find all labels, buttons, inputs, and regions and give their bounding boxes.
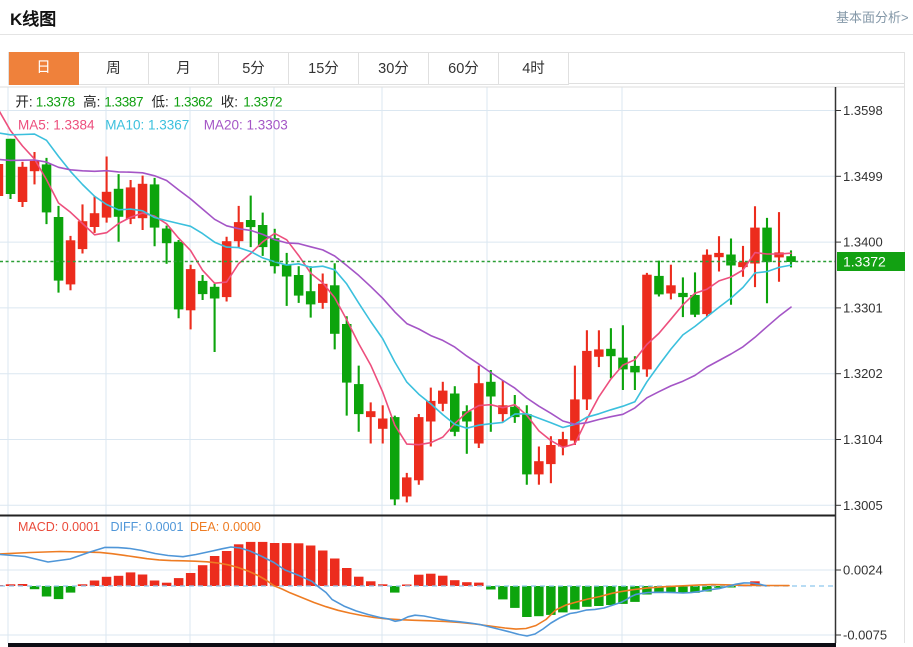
svg-text:1.3378: 1.3378 bbox=[36, 95, 75, 110]
svg-text:开:: 开: bbox=[15, 95, 32, 110]
svg-text:1.3301: 1.3301 bbox=[843, 300, 883, 315]
svg-text:MACD: 0.0001: MACD: 0.0001 bbox=[18, 520, 100, 534]
svg-text:MA5: 1.3384: MA5: 1.3384 bbox=[18, 118, 95, 133]
svg-text:低:: 低: bbox=[152, 95, 169, 110]
svg-text:1.3202: 1.3202 bbox=[843, 366, 883, 381]
svg-text:DIFF: 0.0001: DIFF: 0.0001 bbox=[111, 520, 184, 534]
svg-text:0.0024: 0.0024 bbox=[843, 563, 883, 578]
svg-text:收:: 收: bbox=[221, 95, 238, 110]
svg-text:高:: 高: bbox=[83, 94, 100, 110]
svg-text:1.3499: 1.3499 bbox=[843, 169, 883, 184]
svg-text:1.3104: 1.3104 bbox=[843, 432, 883, 447]
svg-text:1.3372: 1.3372 bbox=[843, 254, 886, 270]
svg-text:1.3005: 1.3005 bbox=[843, 498, 883, 513]
svg-text:DEA: 0.0000: DEA: 0.0000 bbox=[190, 520, 261, 534]
svg-text:1.3387: 1.3387 bbox=[104, 95, 143, 110]
svg-text:1.3400: 1.3400 bbox=[843, 235, 883, 250]
svg-text:MA20: 1.3303: MA20: 1.3303 bbox=[204, 118, 288, 133]
svg-text:1.3362: 1.3362 bbox=[174, 95, 213, 110]
svg-text:1.3372: 1.3372 bbox=[243, 95, 282, 110]
svg-text:-0.0075: -0.0075 bbox=[843, 628, 887, 643]
svg-text:MA10: 1.3367: MA10: 1.3367 bbox=[105, 118, 189, 133]
svg-text:1.3598: 1.3598 bbox=[843, 103, 883, 118]
